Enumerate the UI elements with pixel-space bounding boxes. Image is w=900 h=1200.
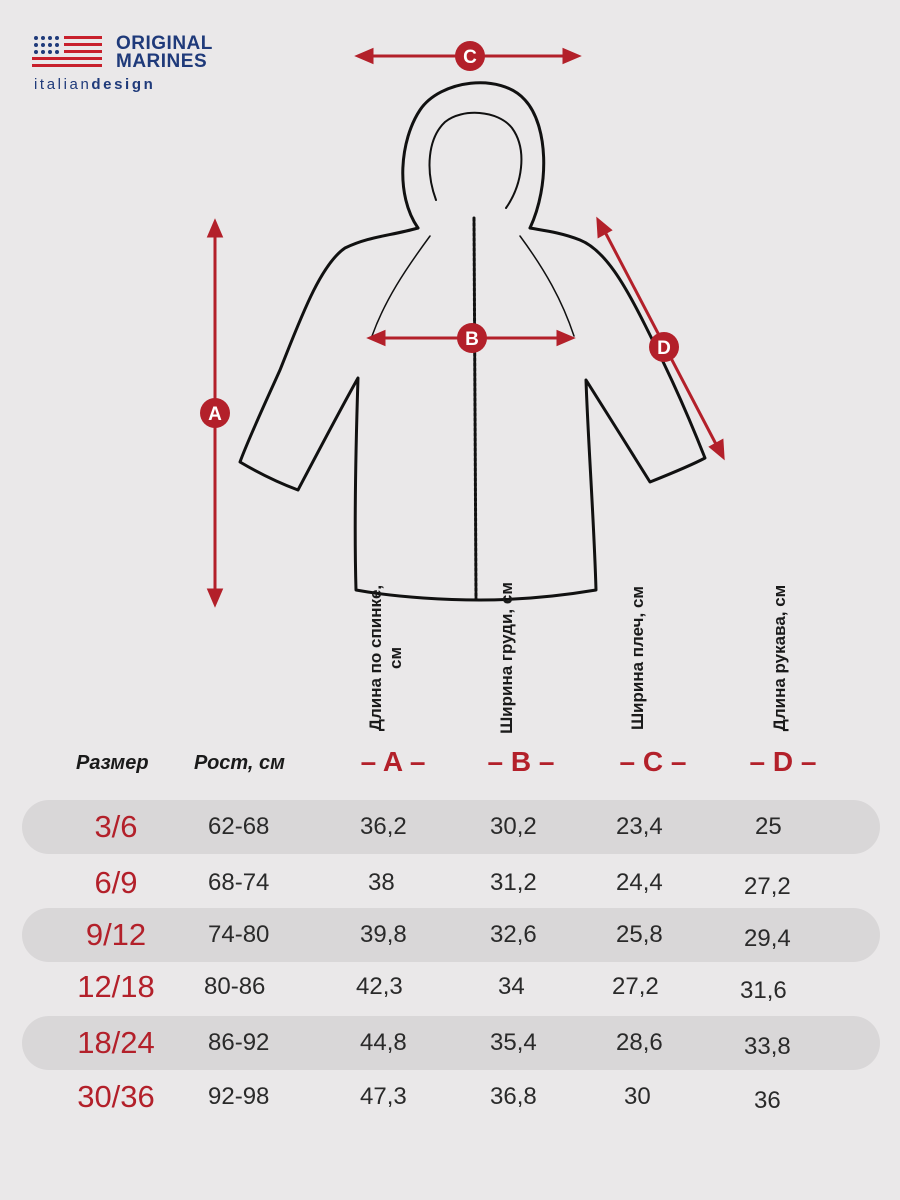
badge-c-label: C (463, 47, 477, 68)
table-row: 18/24 86-92 44,8 35,4 28,6 33,8 (0, 1016, 900, 1070)
flag-icon (32, 36, 102, 67)
raglan-seam-left (371, 235, 431, 337)
col-header-d: Длина рукава, см (770, 584, 789, 732)
table-row: 9/12 74-80 39,8 32,6 25,8 29,4 (0, 908, 900, 962)
zipper (472, 216, 478, 600)
header-size: Размер (76, 752, 149, 774)
value-a-cell: 39,8 (360, 921, 407, 948)
letter-a: – A – (360, 746, 426, 777)
size-cell: 6/9 (94, 865, 138, 900)
value-d-cell: 29,4 (744, 925, 791, 952)
size-cell: 12/18 (77, 969, 155, 1004)
arrow-b-head-left (366, 329, 386, 347)
col-header-b: Ширина груди, см (497, 582, 516, 734)
badge-c (455, 41, 485, 71)
size-cell: 3/6 (94, 809, 138, 844)
arrow-b-head-right (556, 329, 576, 347)
arrow-c-head-left (354, 47, 374, 65)
arrow-d-head-bottom (708, 438, 725, 461)
value-b-cell: 32,6 (490, 921, 537, 948)
brand-logo: ORIGINAL MARINES italiandesign (32, 32, 232, 92)
value-a-cell: 36,2 (360, 813, 407, 840)
col-header-c: Ширина плеч, см (628, 585, 647, 731)
jacket-diagram: A B C D (200, 41, 725, 608)
value-b-cell: 36,8 (490, 1083, 537, 1110)
height-cell: 74-80 (208, 921, 270, 948)
value-d-cell: 25 (755, 813, 782, 840)
value-c-cell: 30 (624, 1083, 651, 1110)
value-c-cell: 23,4 (616, 813, 663, 840)
col-header-a: Длина по спинке, см (366, 584, 405, 732)
tagline-bold: design (91, 76, 156, 93)
row-band (22, 908, 880, 962)
badge-b (457, 323, 487, 353)
value-a-cell: 42,3 (356, 973, 403, 1000)
value-c-cell: 28,6 (616, 1029, 663, 1056)
value-c-cell: 27,2 (612, 973, 659, 1000)
raglan-seam-right (519, 235, 575, 337)
hood-outline (401, 81, 546, 230)
height-cell: 92-98 (208, 1083, 270, 1110)
badge-a (200, 398, 230, 428)
value-b-cell: 31,2 (490, 869, 537, 896)
letter-b: – B – (487, 746, 555, 777)
value-a-cell: 44,8 (360, 1029, 407, 1056)
letter-c: – C – (619, 746, 687, 777)
value-c-cell: 24,4 (616, 869, 663, 896)
row-band (22, 1016, 880, 1070)
value-b-cell: 34 (498, 973, 525, 1000)
brand-name-line2: MARINES (116, 51, 208, 72)
value-b-cell: 30,2 (490, 813, 537, 840)
table-row: 6/9 68-74 38 31,2 24,4 27,2 (0, 856, 900, 910)
brand-tagline: italiandesign (34, 77, 155, 92)
value-a-cell: 47,3 (360, 1083, 407, 1110)
value-d-cell: 33,8 (744, 1033, 791, 1060)
value-d-cell: 27,2 (744, 873, 791, 900)
arrow-d-head-top (596, 216, 613, 239)
brand-name-line1: ORIGINAL (116, 33, 213, 54)
height-cell: 62-68 (208, 813, 270, 840)
value-b-cell: 35,4 (490, 1029, 537, 1056)
height-cell: 68-74 (208, 869, 270, 896)
size-cell: 9/12 (85, 917, 147, 952)
value-d-cell: 31,6 (740, 977, 787, 1004)
height-cell: 86-92 (208, 1029, 270, 1056)
arrow-a-head-top (206, 218, 224, 238)
height-cell: 80-86 (204, 973, 266, 1000)
value-d-cell: 36 (754, 1087, 781, 1114)
table-row: 30/36 92-98 47,3 36,8 30 36 (0, 1070, 900, 1124)
size-cell: 30/36 (77, 1079, 155, 1114)
arrow-c-head-right (562, 47, 582, 65)
badge-d-label: D (657, 338, 671, 359)
value-a-cell: 38 (368, 869, 395, 896)
header-height: Рост, см (194, 752, 285, 774)
table-row: 12/18 80-86 42,3 34 27,2 31,6 (0, 960, 900, 1014)
table-row: 3/6 62-68 36,2 30,2 23,4 25 (0, 800, 900, 854)
badge-b-label: B (465, 329, 479, 350)
row-band (22, 800, 880, 854)
letter-d: – D – (749, 746, 817, 777)
value-c-cell: 25,8 (616, 921, 663, 948)
badge-a-label: A (208, 404, 222, 425)
arrow-a-head-bottom (206, 588, 224, 608)
jacket-body (238, 226, 707, 602)
hood-inner (428, 111, 523, 209)
size-cell: 18/24 (77, 1025, 155, 1060)
tagline-light: italian (34, 76, 92, 93)
badge-d (649, 332, 679, 362)
